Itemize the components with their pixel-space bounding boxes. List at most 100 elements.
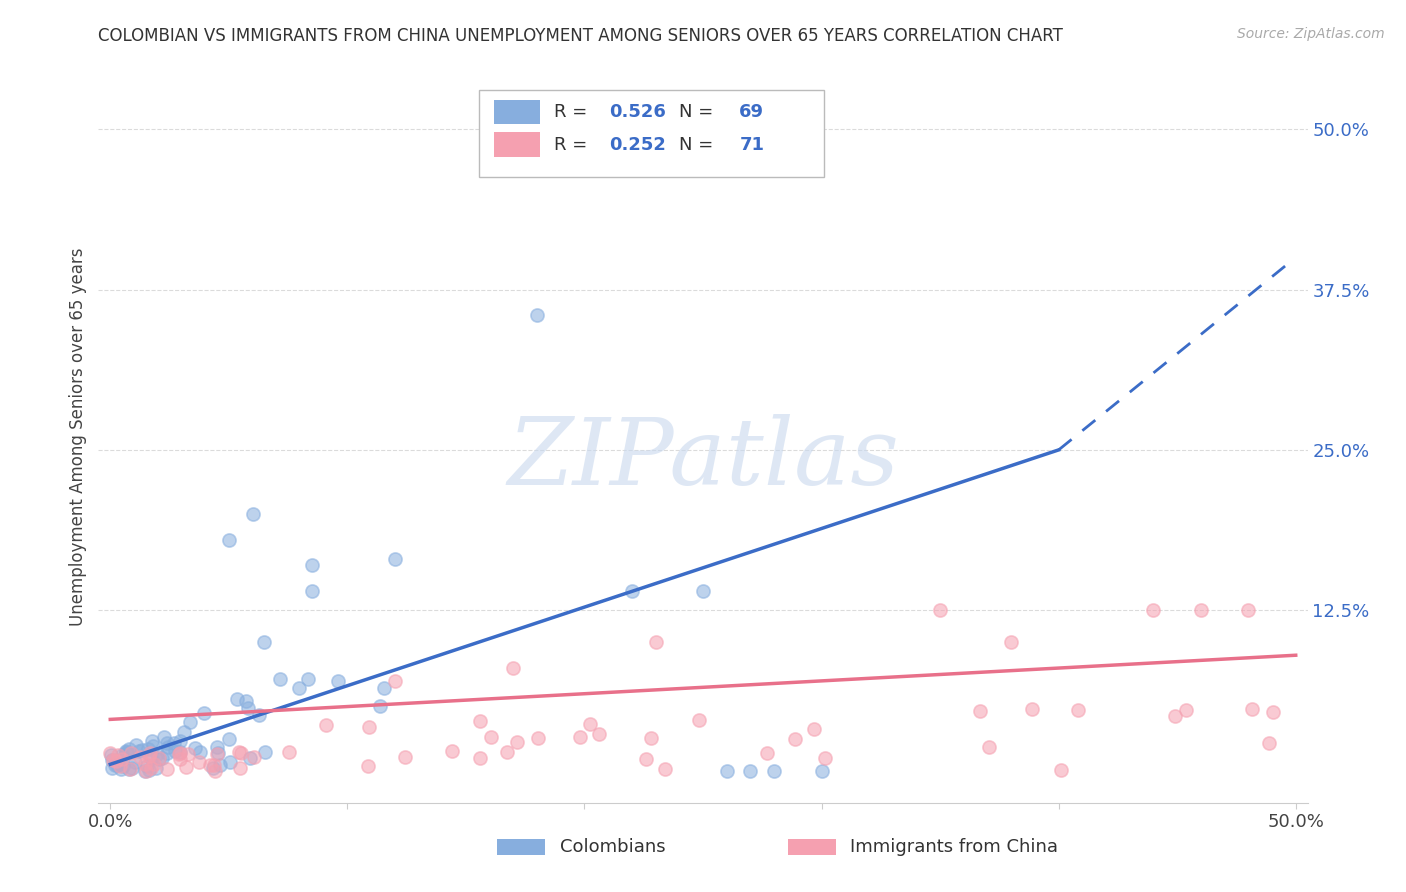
Point xyxy=(176,747,198,761)
Text: 69: 69 xyxy=(740,103,765,120)
Point xyxy=(148,751,170,765)
Point xyxy=(193,706,215,720)
Point xyxy=(373,681,395,696)
Point xyxy=(654,762,676,776)
Point xyxy=(620,584,643,599)
Point xyxy=(121,761,143,775)
Point xyxy=(229,761,252,775)
Point xyxy=(207,746,229,760)
Point xyxy=(278,746,301,760)
Point xyxy=(110,759,132,773)
Point xyxy=(740,764,762,778)
Point xyxy=(526,731,548,746)
Point xyxy=(579,717,602,731)
Point xyxy=(101,753,124,767)
Point xyxy=(128,749,150,764)
Point xyxy=(141,734,163,748)
Point xyxy=(763,764,786,778)
Point xyxy=(136,759,159,773)
Point xyxy=(301,558,323,573)
Point xyxy=(1164,709,1187,723)
Point xyxy=(111,751,134,765)
Point xyxy=(977,739,1000,754)
Point xyxy=(636,752,658,766)
Point xyxy=(138,763,160,777)
Point xyxy=(204,758,226,772)
Point xyxy=(156,736,179,750)
Point xyxy=(1241,702,1264,716)
Point xyxy=(167,747,190,761)
Point xyxy=(204,764,226,778)
Point xyxy=(107,747,129,762)
Point xyxy=(169,752,191,766)
Point xyxy=(115,745,138,759)
Point xyxy=(1000,635,1022,649)
Point xyxy=(505,734,527,748)
Point xyxy=(163,743,186,757)
Point xyxy=(254,745,277,759)
Point xyxy=(169,747,191,761)
Point xyxy=(142,739,165,754)
Point xyxy=(205,739,228,754)
Point xyxy=(229,746,252,760)
Point xyxy=(368,698,391,713)
Point xyxy=(138,748,160,763)
Point xyxy=(198,757,221,772)
FancyBboxPatch shape xyxy=(498,838,546,855)
Point xyxy=(929,603,952,617)
Text: 0.526: 0.526 xyxy=(609,103,665,120)
Point xyxy=(384,673,406,688)
Point xyxy=(104,754,127,768)
Point xyxy=(1263,705,1285,719)
Point xyxy=(1174,703,1197,717)
Point xyxy=(100,748,122,763)
Point xyxy=(225,692,247,706)
Point xyxy=(108,756,131,771)
Point xyxy=(301,584,323,599)
Text: Source: ZipAtlas.com: Source: ZipAtlas.com xyxy=(1237,27,1385,41)
Point xyxy=(145,747,167,762)
Point xyxy=(101,753,124,767)
Point xyxy=(111,758,134,772)
Point xyxy=(1021,702,1043,716)
Point xyxy=(209,757,232,772)
Point xyxy=(814,751,837,765)
Point xyxy=(156,746,179,760)
Point xyxy=(118,762,141,776)
Point xyxy=(134,764,156,778)
Point xyxy=(470,714,492,728)
Point xyxy=(810,764,832,778)
Point xyxy=(441,743,464,757)
Point xyxy=(688,713,710,727)
Point xyxy=(588,727,610,741)
Point xyxy=(187,756,209,770)
Point xyxy=(526,308,548,322)
Point xyxy=(156,739,179,754)
Point xyxy=(242,507,264,521)
Point xyxy=(1258,736,1281,750)
Point xyxy=(105,758,128,772)
Point xyxy=(253,635,276,649)
Point xyxy=(716,764,738,778)
Point xyxy=(394,750,416,764)
Point xyxy=(115,744,138,758)
Point xyxy=(218,732,240,747)
Point xyxy=(357,720,380,734)
Point xyxy=(1066,702,1088,716)
Point xyxy=(139,751,162,765)
Point xyxy=(384,552,406,566)
Point xyxy=(135,764,157,778)
FancyBboxPatch shape xyxy=(479,90,824,178)
Point xyxy=(479,730,502,744)
Point xyxy=(969,704,991,718)
Point xyxy=(179,714,201,729)
Text: N =: N = xyxy=(679,103,718,120)
Text: Immigrants from China: Immigrants from China xyxy=(851,838,1059,855)
Point xyxy=(242,749,264,764)
Text: R =: R = xyxy=(554,136,593,153)
Point xyxy=(1189,603,1212,617)
Point xyxy=(205,747,228,761)
Point xyxy=(125,739,148,753)
Point xyxy=(110,747,132,762)
Point xyxy=(288,681,311,695)
